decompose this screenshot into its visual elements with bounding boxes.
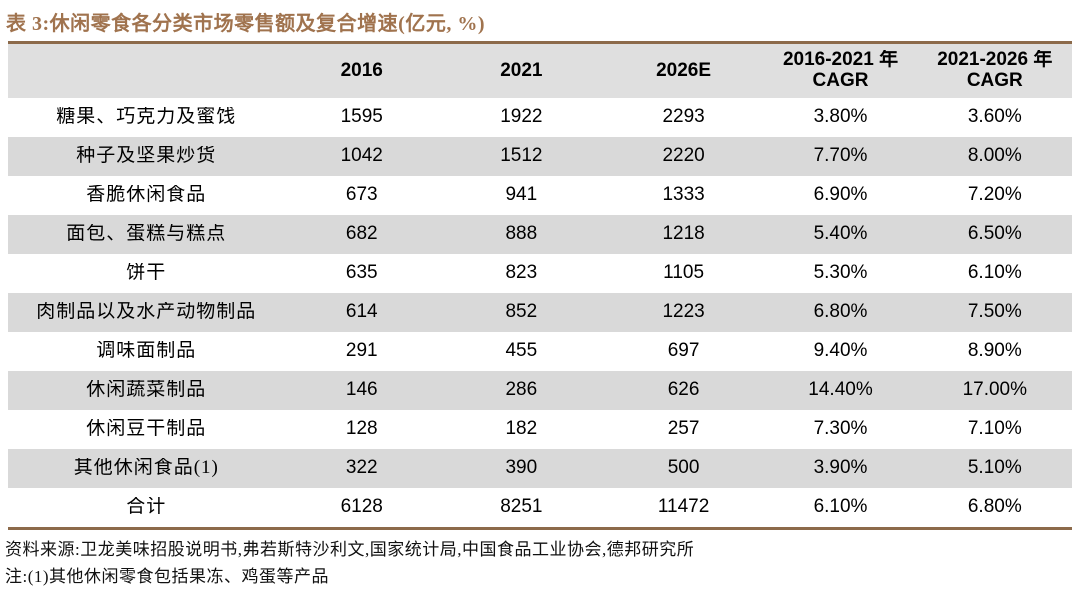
category-cell: 调味面制品 xyxy=(96,341,197,362)
cagr-2021-2026-cell: 17.00% xyxy=(962,380,1028,401)
cagr-2016-2021-cell: 5.40% xyxy=(813,224,868,245)
cagr-2016-2021-cell: 3.90% xyxy=(813,458,868,479)
value-2026e-cell: 697 xyxy=(667,341,700,362)
cagr-2021-2026-cell: 6.10% xyxy=(967,263,1022,284)
value-2016-cell: 673 xyxy=(345,185,378,206)
value-2016-cell: 1595 xyxy=(340,107,383,128)
value-2026e-cell: 1223 xyxy=(662,302,705,323)
table-body: 糖果、巧克力及蜜饯 1595 1922 2293 3.80% 3.60% 种子及… xyxy=(8,98,1072,527)
cagr-2021-2026-cell: 6.50% xyxy=(967,224,1022,245)
value-2021-cell: 941 xyxy=(505,185,538,206)
table-title: 表 3:休闲零食各分类市场零售额及复合增速(亿元, %) xyxy=(6,13,485,35)
table-row: 合计 6128 8251 11472 6.10% 6.80% xyxy=(8,488,1072,527)
value-2026e-cell: 1333 xyxy=(662,185,705,206)
cagr-2021-2026-cell: 6.80% xyxy=(967,497,1022,518)
value-2026e-cell: 2293 xyxy=(662,107,705,128)
table-row: 肉制品以及水产动物制品 614 852 1223 6.80% 7.50% xyxy=(8,293,1072,332)
data-table: 2016 2021 2026E 2016-2021 年 CAGR 2021-20… xyxy=(8,41,1072,530)
cagr-2021-2026-cell: 8.00% xyxy=(967,146,1022,167)
column-header-2026e: 2026E xyxy=(656,60,712,81)
value-2016-cell: 635 xyxy=(345,263,378,284)
cagr-2016-2021-cell: 7.70% xyxy=(813,146,868,167)
value-2021-cell: 1922 xyxy=(500,107,543,128)
cagr-2021-2026-cell: 3.60% xyxy=(967,107,1022,128)
category-cell: 合计 xyxy=(126,497,167,518)
value-2016-cell: 682 xyxy=(345,224,378,245)
value-2021-cell: 182 xyxy=(505,419,538,440)
value-2021-cell: 8251 xyxy=(500,497,543,518)
cagr-2021-2026-cell: 7.20% xyxy=(967,185,1022,206)
category-cell: 肉制品以及水产动物制品 xyxy=(36,302,257,323)
category-cell: 种子及坚果炒货 xyxy=(76,146,217,167)
value-2021-cell: 823 xyxy=(505,263,538,284)
table-footnotes: 资料来源:卫龙美味招股说明书,弗若斯特沙利文,国家统计局,中国食品工业协会,德邦… xyxy=(5,536,1080,590)
value-2026e-cell: 500 xyxy=(667,458,700,479)
value-2026e-cell: 11472 xyxy=(657,497,710,518)
value-2021-cell: 1512 xyxy=(500,146,543,167)
note-line: 注:(1)其他休闲零食包括果冻、鸡蛋等产品 xyxy=(5,567,330,587)
value-2021-cell: 455 xyxy=(505,341,538,362)
value-2016-cell: 322 xyxy=(345,458,378,479)
category-cell: 饼干 xyxy=(126,263,167,284)
value-2016-cell: 614 xyxy=(345,302,378,323)
cagr-2016-2021-cell: 6.80% xyxy=(813,302,868,323)
table-row: 调味面制品 291 455 697 9.40% 8.90% xyxy=(8,332,1072,371)
value-2021-cell: 390 xyxy=(505,458,538,479)
category-cell: 休闲蔬菜制品 xyxy=(86,380,207,401)
column-header-2021: 2021 xyxy=(500,60,543,81)
column-header-cagr-2016-2021: 2016-2021 年 CAGR xyxy=(782,50,899,91)
cagr-2016-2021-cell: 14.40% xyxy=(808,380,873,401)
value-2021-cell: 286 xyxy=(505,380,538,401)
cagr-2016-2021-cell: 6.10% xyxy=(813,497,868,518)
value-2016-cell: 6128 xyxy=(340,497,383,518)
cagr-2016-2021-cell: 7.30% xyxy=(813,419,868,440)
source-line: 资料来源:卫龙美味招股说明书,弗若斯特沙利文,国家统计局,中国食品工业协会,德邦… xyxy=(5,540,695,559)
cagr-2021-2026-cell: 7.10% xyxy=(967,419,1022,440)
table-row: 饼干 635 823 1105 5.30% 6.10% xyxy=(8,254,1072,293)
table-row: 香脆休闲食品 673 941 1333 6.90% 7.20% xyxy=(8,176,1072,215)
cagr-2016-2021-cell: 6.90% xyxy=(813,185,868,206)
cagr-2016-2021-cell: 3.80% xyxy=(813,107,868,128)
table-header-row: 2016 2021 2026E 2016-2021 年 CAGR 2021-20… xyxy=(8,44,1072,98)
value-2026e-cell: 257 xyxy=(667,419,700,440)
value-2016-cell: 291 xyxy=(345,341,378,362)
cagr-2021-2026-cell: 8.90% xyxy=(967,341,1022,362)
category-cell: 香脆休闲食品 xyxy=(86,185,207,206)
table-row: 糖果、巧克力及蜜饯 1595 1922 2293 3.80% 3.60% xyxy=(8,98,1072,137)
table-row: 面包、蛋糕与糕点 682 888 1218 5.40% 6.50% xyxy=(8,215,1072,254)
column-header-cagr-2021-2026: 2021-2026 年 CAGR xyxy=(937,50,1053,91)
cagr-2016-2021-cell: 9.40% xyxy=(813,341,868,362)
table-row: 休闲蔬菜制品 146 286 626 14.40% 17.00% xyxy=(8,371,1072,410)
table-row: 种子及坚果炒货 1042 1512 2220 7.70% 8.00% xyxy=(8,137,1072,176)
category-cell: 面包、蛋糕与糕点 xyxy=(66,224,227,245)
category-cell: 糖果、巧克力及蜜饯 xyxy=(56,107,237,128)
value-2016-cell: 1042 xyxy=(340,146,383,167)
value-2026e-cell: 2220 xyxy=(662,146,705,167)
value-2026e-cell: 1218 xyxy=(662,224,705,245)
value-2016-cell: 128 xyxy=(345,419,378,440)
cagr-2021-2026-cell: 5.10% xyxy=(967,458,1022,479)
column-header-2016: 2016 xyxy=(340,60,383,81)
value-2026e-cell: 626 xyxy=(667,380,700,401)
value-2021-cell: 888 xyxy=(505,224,538,245)
table-row: 其他休闲食品(1) 322 390 500 3.90% 5.10% xyxy=(8,449,1072,488)
value-2021-cell: 852 xyxy=(505,302,538,323)
value-2016-cell: 146 xyxy=(345,380,378,401)
cagr-2021-2026-cell: 7.50% xyxy=(967,302,1022,323)
cagr-2016-2021-cell: 5.30% xyxy=(813,263,868,284)
category-cell: 休闲豆干制品 xyxy=(86,419,207,440)
category-cell: 其他休闲食品(1) xyxy=(73,458,219,479)
value-2026e-cell: 1105 xyxy=(663,263,705,284)
table-row: 休闲豆干制品 128 182 257 7.30% 7.10% xyxy=(8,410,1072,449)
